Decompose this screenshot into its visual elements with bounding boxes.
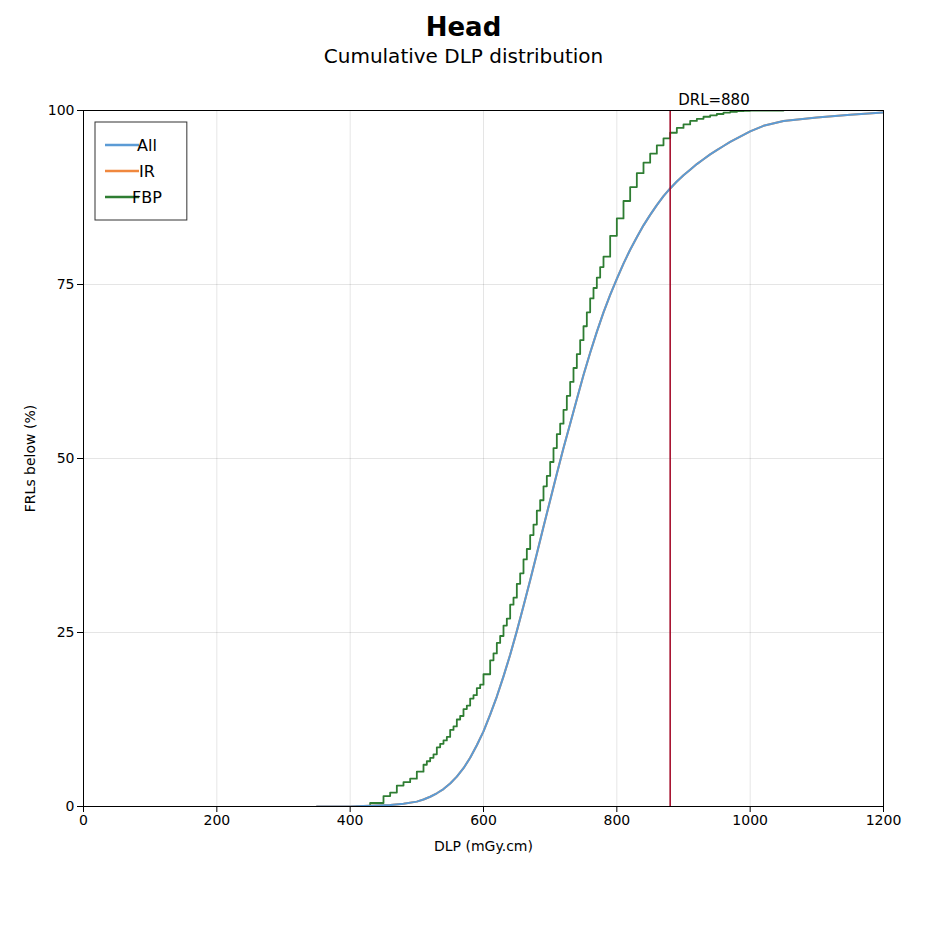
- svg-text:1200: 1200: [866, 812, 902, 828]
- svg-text:400: 400: [337, 812, 364, 828]
- svg-text:1000: 1000: [732, 812, 768, 828]
- svg-text:All: All: [137, 136, 157, 155]
- svg-text:600: 600: [470, 812, 497, 828]
- svg-text:50: 50: [57, 450, 75, 466]
- svg-text:DRL=880: DRL=880: [678, 91, 750, 109]
- svg-text:FBP: FBP: [132, 188, 162, 207]
- svg-text:800: 800: [603, 812, 630, 828]
- svg-text:0: 0: [79, 812, 88, 828]
- svg-text:100: 100: [48, 102, 75, 118]
- svg-text:25: 25: [57, 624, 75, 640]
- svg-text:IR: IR: [139, 162, 155, 181]
- svg-text:200: 200: [203, 812, 230, 828]
- svg-text:FRLs below (%): FRLs below (%): [22, 405, 38, 512]
- svg-text:75: 75: [57, 276, 75, 292]
- html-text:Head: Head: [425, 12, 502, 42]
- svg-text:0: 0: [66, 798, 75, 814]
- html-text:Cumulative DLP distribution: Cumulative DLP distribution: [323, 44, 604, 68]
- svg-text:DLP (mGy.cm): DLP (mGy.cm): [434, 838, 533, 854]
